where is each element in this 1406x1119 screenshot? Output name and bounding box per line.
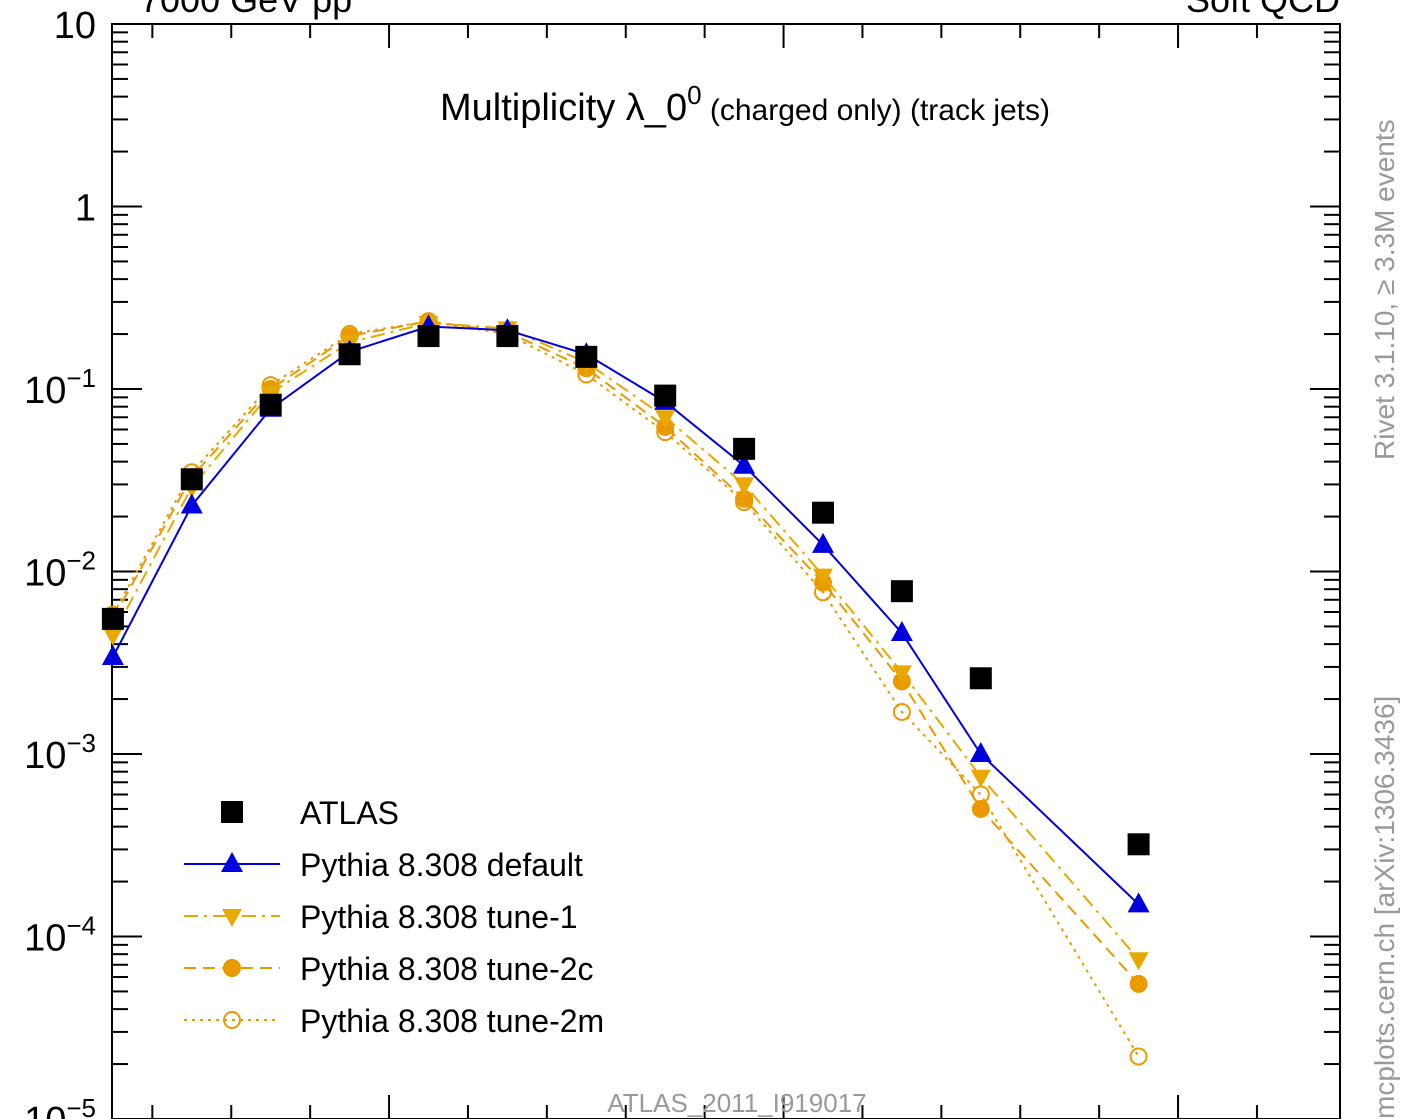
data-point	[260, 394, 282, 416]
data-point	[1129, 952, 1149, 970]
data-point	[733, 438, 755, 460]
y-tick-label: 10−1	[24, 363, 96, 412]
footer-label: ATLAS_2011_I919017	[607, 1088, 866, 1118]
y-tick-label: 1	[75, 188, 96, 230]
series-line	[113, 321, 1139, 984]
y-tick-label: 10−4	[24, 911, 96, 960]
data-point	[102, 608, 124, 630]
data-point	[970, 742, 992, 762]
data-point	[339, 343, 361, 365]
legend-item: Pythia 8.308 tune-2m	[184, 1003, 604, 1039]
data-point	[972, 800, 990, 818]
y-tick-labels: 10 1 10−1 10−2 10−3 10−4 10−5	[24, 5, 96, 1119]
y-tick-label: 10	[54, 5, 96, 47]
data-point	[891, 580, 913, 602]
chart-title-sub: (charged only) (track jets)	[702, 94, 1050, 127]
chart-title-main: Multiplicity λ_0	[440, 87, 687, 129]
legend-marker	[221, 852, 243, 872]
data-point	[1128, 833, 1150, 855]
legend-marker	[222, 909, 242, 927]
data-point	[812, 502, 834, 524]
data-point	[1128, 892, 1150, 912]
chart-title-sup: 0	[687, 80, 701, 110]
legend: ATLAS Pythia 8.308 default Pythia 8.308 tu…	[184, 795, 604, 1039]
legend-label: Pythia 8.308 tune-2c	[300, 951, 594, 987]
side-label-lower: mcplots.cern.ch [arXiv:1306.3436]	[1369, 696, 1400, 1119]
data-point	[971, 770, 991, 788]
data-point	[575, 346, 597, 368]
y-tick-label: 10−2	[24, 546, 96, 595]
legend-item: ATLAS	[221, 795, 399, 831]
legend-label: Pythia 8.308 tune-2m	[300, 1003, 604, 1039]
series-atlas	[102, 325, 1150, 855]
legend-label: ATLAS	[300, 795, 399, 831]
series-layer	[102, 312, 1150, 1064]
axis-ticks	[112, 24, 1340, 1119]
data-point	[102, 645, 124, 665]
legend-marker	[223, 959, 241, 977]
header-left: 7000 GeV pp	[140, 0, 352, 20]
chart-title: Multiplicity λ_00 (charged only) (track …	[440, 80, 1050, 129]
data-point	[1130, 975, 1148, 993]
side-label: Rivet 3.1.10, ≥ 3.3M events	[1369, 119, 1400, 460]
data-point	[181, 468, 203, 490]
plot-frame	[112, 24, 1340, 1119]
data-point	[496, 325, 518, 347]
legend-label: Pythia 8.308 tune-1	[300, 899, 578, 935]
legend-item: Pythia 8.308 default	[184, 847, 583, 883]
legend-marker	[221, 801, 243, 823]
data-point	[654, 385, 676, 407]
data-point	[418, 325, 440, 347]
data-point	[970, 667, 992, 689]
legend-label: Pythia 8.308 default	[300, 847, 583, 883]
header-right: Soft QCD	[1186, 0, 1340, 20]
y-tick-label: 10−5	[24, 1093, 96, 1119]
legend-item: Pythia 8.308 tune-1	[184, 899, 578, 935]
y-tick-label: 10−3	[24, 728, 96, 777]
legend-item: Pythia 8.308 tune-2c	[184, 951, 594, 987]
data-point	[1131, 1049, 1147, 1065]
